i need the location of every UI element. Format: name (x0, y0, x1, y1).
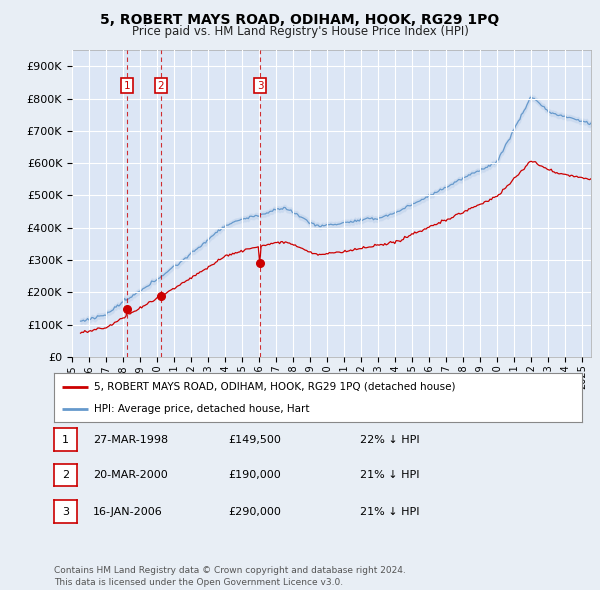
Text: 2: 2 (158, 81, 164, 91)
Text: 21% ↓ HPI: 21% ↓ HPI (360, 507, 419, 516)
Text: £190,000: £190,000 (228, 470, 281, 480)
Text: 3: 3 (257, 81, 263, 91)
Text: Contains HM Land Registry data © Crown copyright and database right 2024.
This d: Contains HM Land Registry data © Crown c… (54, 566, 406, 587)
Text: 20-MAR-2000: 20-MAR-2000 (93, 470, 168, 480)
Text: 27-MAR-1998: 27-MAR-1998 (93, 435, 168, 444)
Text: 21% ↓ HPI: 21% ↓ HPI (360, 470, 419, 480)
Text: 16-JAN-2006: 16-JAN-2006 (93, 507, 163, 516)
Text: 5, ROBERT MAYS ROAD, ODIHAM, HOOK, RG29 1PQ: 5, ROBERT MAYS ROAD, ODIHAM, HOOK, RG29 … (100, 13, 500, 27)
Text: 1: 1 (124, 81, 130, 91)
Text: Price paid vs. HM Land Registry's House Price Index (HPI): Price paid vs. HM Land Registry's House … (131, 25, 469, 38)
Text: 22% ↓ HPI: 22% ↓ HPI (360, 435, 419, 444)
Text: 1: 1 (62, 435, 69, 444)
Text: £290,000: £290,000 (228, 507, 281, 516)
Text: 5, ROBERT MAYS ROAD, ODIHAM, HOOK, RG29 1PQ (detached house): 5, ROBERT MAYS ROAD, ODIHAM, HOOK, RG29 … (94, 382, 455, 392)
Text: 2: 2 (62, 470, 69, 480)
Text: HPI: Average price, detached house, Hart: HPI: Average price, detached house, Hart (94, 404, 309, 414)
Text: £149,500: £149,500 (228, 435, 281, 444)
Text: 3: 3 (62, 507, 69, 516)
